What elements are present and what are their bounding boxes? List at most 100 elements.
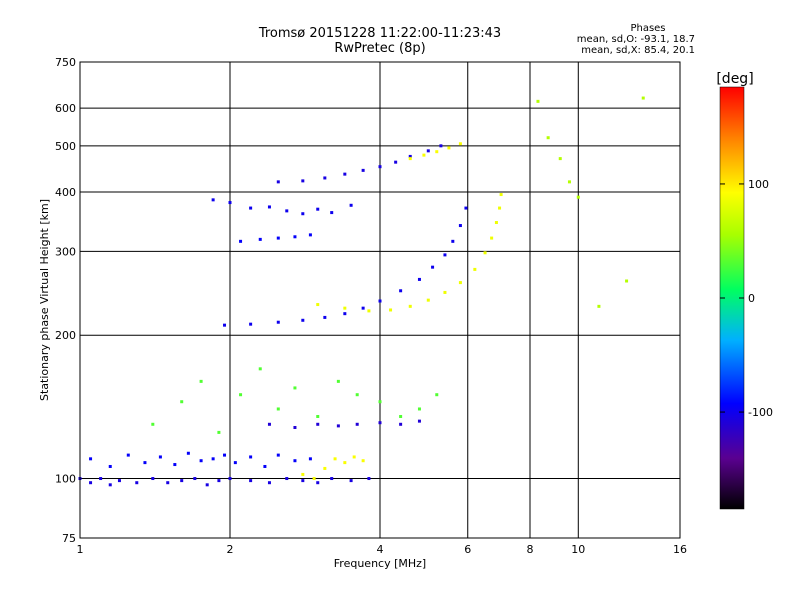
series-upper-o-echoes xyxy=(211,198,353,216)
data-point xyxy=(330,477,334,481)
y-tick-label: 200 xyxy=(55,329,76,342)
data-point xyxy=(276,407,280,411)
x-tick-label: 8 xyxy=(527,543,534,556)
y-tick-label: 75 xyxy=(62,532,76,545)
data-point xyxy=(439,144,443,148)
data-point xyxy=(494,221,498,225)
y-tick-label: 300 xyxy=(55,245,76,258)
data-point xyxy=(399,414,403,418)
data-point xyxy=(308,457,312,461)
data-point xyxy=(89,481,93,485)
data-point xyxy=(641,96,645,100)
data-point xyxy=(316,422,320,426)
data-point xyxy=(378,165,382,169)
data-point xyxy=(499,193,503,197)
data-point xyxy=(193,477,197,481)
data-point xyxy=(323,315,327,319)
series-lower-o-echoes xyxy=(239,233,312,243)
data-point xyxy=(426,298,430,302)
plot-frame xyxy=(79,61,681,539)
data-point xyxy=(276,236,280,240)
y-tick-label: 400 xyxy=(55,186,76,199)
data-point xyxy=(458,142,462,146)
data-point xyxy=(285,209,289,213)
data-point xyxy=(473,267,477,271)
y-axis-ticks: 75 100 200 300 400 500 600 750 xyxy=(55,56,76,545)
data-point xyxy=(483,251,487,255)
data-point xyxy=(399,422,403,426)
data-point xyxy=(389,308,393,312)
series-x-mode-f2-trace xyxy=(316,193,503,313)
data-point xyxy=(417,419,421,423)
data-point xyxy=(378,400,382,404)
stats-heading: Phases xyxy=(630,23,665,34)
data-point xyxy=(143,461,147,465)
data-point xyxy=(301,472,305,476)
series-x-mode-e-region xyxy=(301,455,365,481)
data-point xyxy=(426,149,430,153)
data-point xyxy=(361,459,365,463)
data-point xyxy=(166,481,170,485)
data-point xyxy=(443,253,447,257)
chart-subtitle: RwPretec (8p) xyxy=(334,41,425,56)
data-point xyxy=(217,430,221,434)
data-point xyxy=(301,479,305,483)
data-point xyxy=(293,459,297,463)
data-point xyxy=(343,312,347,316)
data-point xyxy=(435,393,439,397)
data-point xyxy=(458,281,462,285)
data-point xyxy=(267,205,271,209)
data-point xyxy=(126,453,130,457)
data-point xyxy=(355,393,359,397)
data-point xyxy=(422,153,426,157)
data-point xyxy=(267,422,271,426)
data-point xyxy=(301,212,305,216)
x-tick-label: 4 xyxy=(377,543,384,556)
data-point xyxy=(258,237,262,241)
data-point xyxy=(151,477,155,481)
series-o-mode-f-multihop xyxy=(276,144,443,184)
y-axis-label: Stationary phase Virtual Height [km] xyxy=(38,199,51,401)
data-point xyxy=(249,206,253,210)
data-point xyxy=(336,424,340,428)
data-point xyxy=(576,195,580,199)
stats-o-mode: mean, sd,O: -93.1, 18.7 xyxy=(577,34,695,45)
data-point xyxy=(217,479,221,483)
x-axis-label: Frequency [MHz] xyxy=(334,557,426,570)
data-point xyxy=(558,157,562,161)
data-point xyxy=(180,479,184,483)
series-o-mode-e-es-region xyxy=(78,477,371,487)
data-point xyxy=(399,289,403,293)
data-point xyxy=(323,466,327,470)
data-point xyxy=(443,290,447,294)
data-point xyxy=(205,483,209,487)
data-point xyxy=(625,279,629,283)
data-point xyxy=(199,459,203,463)
data-point xyxy=(361,168,365,172)
data-point xyxy=(263,464,267,468)
data-point xyxy=(417,277,421,281)
data-point xyxy=(352,455,356,459)
data-point xyxy=(367,309,371,313)
series-sporadic-scatter-mixed xyxy=(151,367,439,434)
data-point xyxy=(458,224,462,228)
data-point xyxy=(223,453,227,457)
data-point xyxy=(343,461,347,465)
data-point xyxy=(316,207,320,211)
data-point xyxy=(151,422,155,426)
data-point xyxy=(293,386,297,390)
data-point xyxy=(323,176,327,180)
data-point xyxy=(312,477,316,481)
data-point xyxy=(343,172,347,176)
data-point xyxy=(408,154,412,158)
series-es-trace-130km xyxy=(267,419,421,429)
x-tick-label: 16 xyxy=(673,543,687,556)
data-point xyxy=(239,239,243,243)
data-point xyxy=(258,367,262,371)
x-tick-label: 6 xyxy=(464,543,471,556)
data-point xyxy=(567,180,571,184)
data-point xyxy=(536,99,540,103)
data-point xyxy=(228,201,232,205)
colorbar-label: [deg] xyxy=(716,71,753,87)
data-point xyxy=(211,457,215,461)
